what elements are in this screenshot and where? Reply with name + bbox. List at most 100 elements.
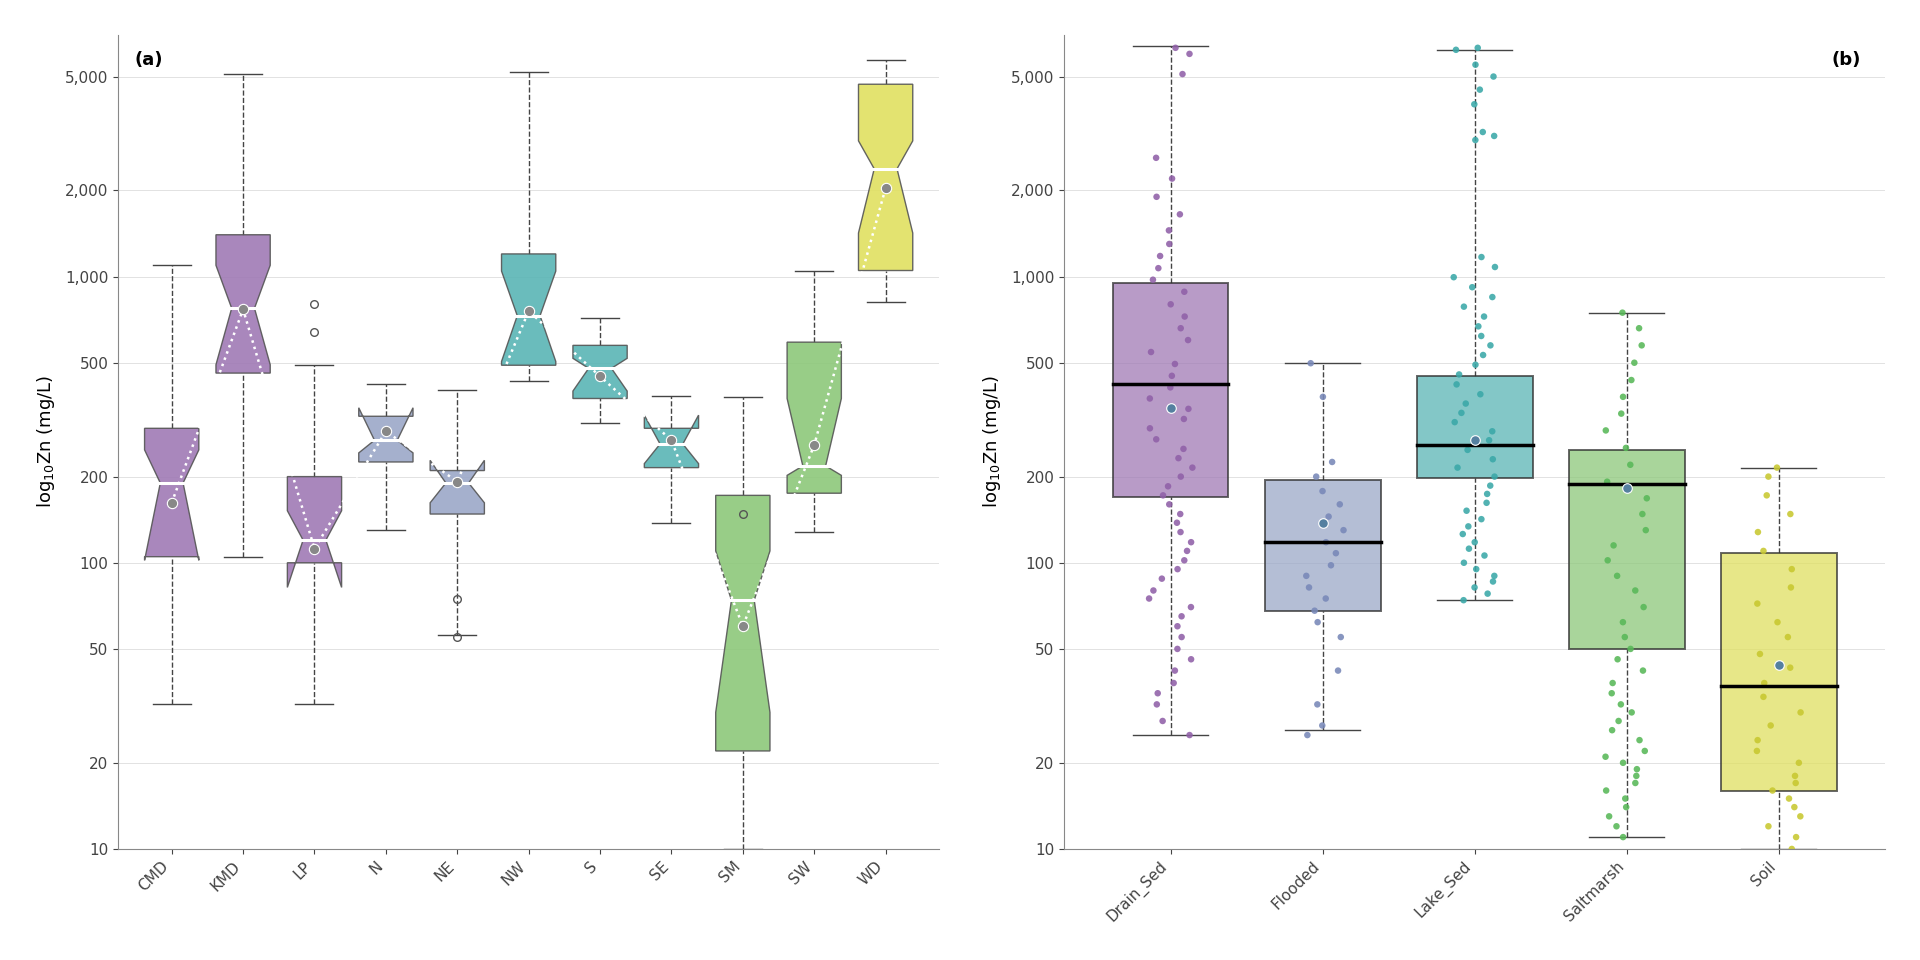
Point <box>1475 478 1505 493</box>
Point <box>1753 819 1784 834</box>
Point <box>1741 596 1772 612</box>
Point <box>1620 776 1651 791</box>
Point <box>1615 457 1645 472</box>
Point <box>1597 675 1628 690</box>
Point <box>1747 689 1778 705</box>
Y-axis label: log$_{10}$Zn (mg/L): log$_{10}$Zn (mg/L) <box>35 375 58 509</box>
Point <box>1459 580 1490 595</box>
Point <box>1175 728 1206 743</box>
Point <box>1605 697 1636 712</box>
Point <box>1315 558 1346 573</box>
Point <box>1329 522 1359 538</box>
Point <box>1457 279 1488 295</box>
Point <box>228 301 259 317</box>
Point <box>1592 474 1622 490</box>
Point <box>1630 743 1661 758</box>
Point <box>1624 321 1655 336</box>
Point <box>1302 468 1332 484</box>
Point <box>1160 356 1190 372</box>
Point <box>1611 800 1642 815</box>
Point <box>1160 663 1190 679</box>
Point <box>156 495 186 511</box>
Point <box>1465 328 1496 344</box>
Point <box>1448 555 1478 570</box>
Point <box>1308 516 1338 531</box>
Point <box>1784 756 1814 771</box>
Point <box>1774 660 1805 675</box>
Point <box>1165 321 1196 336</box>
Point <box>1747 543 1778 559</box>
Point <box>657 433 687 448</box>
Point <box>1476 423 1507 439</box>
Point <box>1467 250 1498 265</box>
Point <box>1463 319 1494 334</box>
Point <box>1175 652 1206 667</box>
Polygon shape <box>288 476 342 588</box>
Point <box>1162 641 1192 657</box>
Point <box>1749 675 1780 690</box>
Point <box>1617 372 1647 388</box>
Point <box>1167 442 1198 457</box>
Point <box>1786 808 1816 824</box>
Point <box>1144 249 1175 264</box>
Point <box>1448 592 1478 608</box>
Point <box>1480 259 1511 275</box>
Point <box>1465 82 1496 97</box>
Point <box>1452 503 1482 518</box>
Point <box>1463 40 1494 56</box>
Point <box>1302 614 1332 630</box>
Point <box>1473 586 1503 601</box>
Point <box>1607 829 1638 845</box>
Point <box>1471 495 1501 511</box>
Y-axis label: log$_{10}$Zn (mg/L): log$_{10}$Zn (mg/L) <box>981 375 1002 509</box>
Point <box>1440 42 1471 58</box>
Point <box>1135 420 1165 436</box>
Point <box>1175 599 1206 614</box>
Point <box>1165 630 1196 645</box>
Point <box>1465 387 1496 402</box>
Point <box>1609 630 1640 645</box>
Point <box>1177 460 1208 475</box>
Point <box>1745 646 1776 661</box>
Bar <box>1569 450 1684 649</box>
Point <box>1148 488 1179 503</box>
Point <box>1603 713 1634 729</box>
Polygon shape <box>430 461 484 514</box>
Point <box>1478 451 1509 467</box>
Point <box>1473 486 1503 501</box>
Point <box>1776 562 1807 577</box>
Text: (b): (b) <box>1832 51 1860 69</box>
Point <box>1774 506 1805 521</box>
Point <box>1169 284 1200 300</box>
Point <box>1469 548 1500 564</box>
Point <box>1175 535 1206 550</box>
Point <box>586 369 616 384</box>
Point <box>1165 506 1196 521</box>
Point <box>1478 574 1509 589</box>
Point <box>1309 590 1340 606</box>
Point <box>1626 506 1657 521</box>
Point <box>1173 401 1204 417</box>
Point <box>1169 411 1200 426</box>
Point <box>1467 125 1498 140</box>
Polygon shape <box>501 253 555 365</box>
Point <box>1154 496 1185 512</box>
Point <box>1452 443 1482 458</box>
Point <box>1611 441 1642 456</box>
Point <box>1605 406 1636 421</box>
Point <box>1453 518 1484 534</box>
Point <box>1317 454 1348 469</box>
Point <box>1162 516 1192 531</box>
Point <box>1459 535 1490 550</box>
Point <box>1592 553 1622 568</box>
Point <box>1444 367 1475 382</box>
Point <box>1156 171 1187 186</box>
Point <box>1757 782 1788 798</box>
Polygon shape <box>359 408 413 462</box>
Point <box>1448 526 1478 541</box>
Polygon shape <box>144 428 200 561</box>
Point <box>1743 524 1774 540</box>
Point <box>1761 460 1791 475</box>
Point <box>1154 223 1185 238</box>
Point <box>799 438 829 453</box>
